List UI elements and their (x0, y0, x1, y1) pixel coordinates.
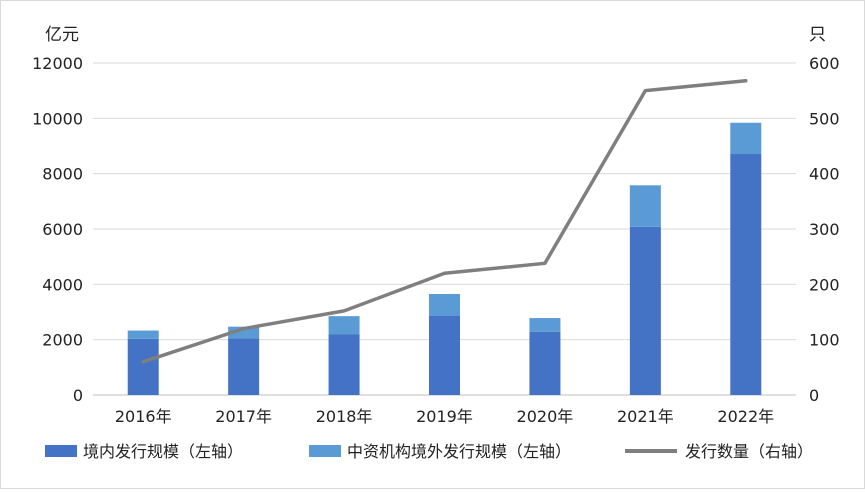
bar-domestic-issuance (629, 226, 661, 395)
issue-count-point (141, 360, 145, 364)
legend-label-issue-count: 发行数量（右轴） (685, 442, 813, 461)
legend-label-domestic: 境内发行规模（左轴） (83, 442, 243, 461)
right-axis-tick-label: 0 (809, 386, 819, 405)
bar-domestic-issuance (228, 338, 260, 395)
x-axis-category-label: 2021年 (617, 407, 674, 426)
bar-domestic-issuance (328, 334, 360, 395)
axes: 亿元 只 0 2000 4000 6000 8000 10000 12000 0 100 200 3… (32, 25, 839, 426)
bar-overseas-issuance (228, 326, 260, 339)
bar-domestic-issuance (127, 338, 159, 395)
bar-overseas-issuance (529, 318, 561, 332)
right-axis-tick-label: 200 (809, 275, 840, 294)
x-axis-category-label: 2017年 (215, 407, 272, 426)
left-axis-tick-label: 6000 (42, 220, 83, 239)
bar-domestic-issuance (429, 315, 460, 395)
issue-count-point (543, 261, 547, 265)
issue-count-point (242, 327, 246, 331)
left-axis-tick-label: 8000 (42, 165, 83, 184)
left-axis-tick-label: 2000 (42, 331, 83, 350)
issue-count-point (342, 309, 346, 313)
right-axis-tick-label: 500 (809, 109, 840, 128)
legend-swatch-overseas (309, 445, 341, 457)
bar-overseas-issuance (328, 316, 360, 335)
x-axis-category-label: 2020年 (517, 407, 574, 426)
right-axis-tick-label: 600 (809, 54, 840, 73)
left-axis-tick-label: 0 (73, 386, 83, 405)
bar-overseas-issuance (629, 185, 661, 227)
left-axis-tick-label: 4000 (42, 275, 83, 294)
x-axis-category-label: 2019年 (416, 407, 473, 426)
issue-count-line (141, 78, 748, 364)
bar-overseas-issuance (127, 330, 159, 339)
x-axis-category-label: 2016年 (115, 407, 172, 426)
issue-count-point (744, 79, 748, 83)
right-axis-tick-label: 400 (809, 165, 840, 184)
left-axis-tick-label: 10000 (32, 109, 83, 128)
issue-count-point (443, 271, 446, 275)
left-axis-unit: 亿元 (45, 25, 79, 45)
legend: 境内发行规模（左轴） 中资机构境外发行规模（左轴） 发行数量（右轴） (45, 442, 813, 461)
bars (127, 122, 762, 395)
bar-domestic-issuance (730, 154, 762, 395)
right-axis-tick-label: 300 (809, 220, 840, 239)
right-axis-tick-label: 100 (809, 331, 840, 350)
x-axis-category-label: 2018年 (316, 407, 373, 426)
bar-overseas-issuance (730, 122, 762, 155)
legend-swatch-domestic (45, 445, 77, 457)
legend-label-overseas: 中资机构境外发行规模（左轴） (347, 442, 571, 461)
x-axis-category-label: 2022年 (717, 407, 774, 426)
issue-count-point (643, 89, 647, 93)
bar-domestic-issuance (529, 331, 561, 395)
right-axis-unit: 只 (809, 25, 826, 45)
left-axis-tick-label: 12000 (32, 54, 83, 73)
bar-overseas-issuance (429, 294, 460, 316)
